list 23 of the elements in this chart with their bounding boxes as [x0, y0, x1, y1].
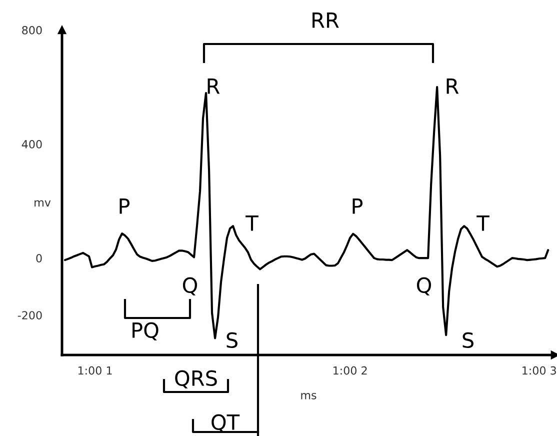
x-tick-label: 1:00 3 [522, 366, 556, 375]
y-tick-label: 0 [36, 254, 42, 262]
annotation: S [226, 332, 238, 348]
annotation: S [462, 332, 474, 348]
x-axis-title: ms [301, 392, 316, 400]
text: QRS [175, 370, 217, 388]
annotation: P [352, 198, 363, 214]
x-tick-label: 1:00 1 [78, 366, 112, 375]
text: QT [212, 414, 240, 432]
annotation: R [208, 78, 220, 94]
y-tick-label: 800 [22, 26, 42, 34]
annotation: PQ [132, 322, 158, 340]
annotation: P [120, 198, 130, 214]
annotation: T [246, 216, 258, 231]
annotation: Q [182, 277, 198, 296]
annotation: Q [416, 277, 432, 296]
y-axis-title: mv [34, 200, 51, 206]
y-tick-label: -200 [18, 311, 42, 320]
x-tick-label: 1:00 2 [334, 366, 367, 375]
annotation: R [446, 78, 459, 94]
text: RR [312, 12, 339, 28]
annotation: T [476, 216, 490, 231]
y-tick-label: 400 [22, 140, 42, 148]
